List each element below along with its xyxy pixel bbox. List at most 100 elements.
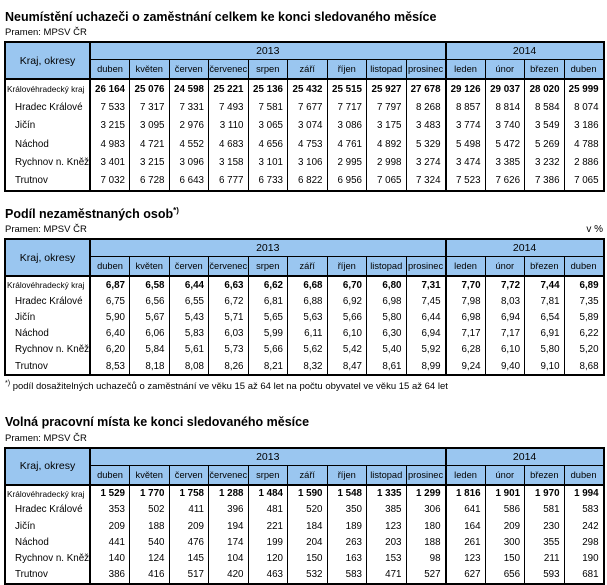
month-header: prosinec	[405, 464, 447, 486]
data-cell: 1 335	[366, 484, 407, 502]
month-header: duben	[563, 256, 605, 278]
data-cell: 7 065	[563, 171, 605, 191]
data-cell: 7,17	[484, 325, 526, 342]
data-cell: 6,75	[89, 293, 130, 310]
table-title: Podíl nezaměstnaných osob*)	[4, 192, 607, 221]
data-cell: 300	[484, 534, 526, 551]
table-title: Volná pracovní místa ke konci sledovanéh…	[4, 393, 607, 430]
data-cell: 28 020	[524, 79, 565, 99]
year-header: 2014	[444, 41, 605, 61]
year-header: 2013	[89, 238, 447, 258]
year-header: 2013	[89, 41, 447, 61]
data-cell: 8,68	[563, 358, 605, 376]
row-label: Náchod	[4, 534, 91, 551]
data-cell: 8,47	[326, 358, 367, 376]
data-cell: 6,63	[208, 276, 249, 294]
data-cell: 2 886	[563, 153, 605, 172]
month-header: únor	[484, 464, 526, 486]
data-cell: 204	[287, 534, 328, 551]
data-cell: 6,94	[484, 309, 526, 326]
data-cell: 2 995	[326, 153, 367, 172]
data-cell: 25 999	[563, 79, 605, 99]
data-cell: 6,30	[366, 325, 407, 342]
data-cell: 209	[484, 517, 526, 535]
data-cell: 25 515	[326, 79, 367, 99]
data-cell: 230	[524, 517, 565, 535]
data-cell: 3 086	[326, 116, 367, 136]
month-header: leden	[444, 59, 486, 81]
data-cell: 123	[444, 550, 486, 567]
year-header: 2013	[89, 447, 447, 466]
data-cell: 25 076	[129, 79, 170, 99]
data-cell: 6 728	[129, 171, 170, 191]
data-cell: 163	[326, 550, 367, 567]
data-cell: 5 329	[405, 135, 447, 154]
data-cell: 1 590	[287, 484, 328, 502]
data-cell: 6,92	[326, 293, 367, 310]
data-cell: 5,67	[129, 309, 170, 326]
data-cell: 6,54	[524, 309, 565, 326]
data-cell: 1 901	[484, 484, 526, 502]
month-header: listopad	[366, 464, 407, 486]
data-cell: 7 331	[168, 98, 209, 117]
data-cell: 6,81	[247, 293, 288, 310]
data-cell: 7 797	[366, 98, 407, 117]
data-cell: 396	[208, 501, 249, 518]
data-cell: 209	[168, 517, 209, 535]
month-header: září	[287, 464, 328, 486]
data-cell: 6,72	[208, 293, 249, 310]
data-cell: 416	[129, 566, 170, 584]
data-cell: 7,98	[444, 293, 486, 310]
data-cell: 2 976	[168, 116, 209, 136]
data-cell: 5 498	[444, 135, 486, 154]
data-cell: 8,18	[129, 358, 170, 376]
data-cell: 7,35	[563, 293, 605, 310]
data-cell: 4 753	[287, 135, 328, 154]
month-header: září	[287, 256, 328, 278]
month-header: říjen	[326, 464, 367, 486]
data-cell: 188	[405, 534, 447, 551]
row-label: Rychnov n. Kněž.	[4, 341, 91, 359]
table-row: Královéhradecký kraj 26 164 25 076 24 598 25…	[4, 79, 605, 99]
data-cell: 6,10	[326, 325, 367, 342]
data-cell: 9,10	[524, 358, 565, 376]
source-label: Pramen: MPSV ČR	[5, 432, 87, 444]
row-label: Jičín	[4, 517, 91, 535]
data-cell: 189	[326, 517, 367, 535]
data-cell: 5,73	[208, 341, 249, 359]
data-cell: 527	[405, 566, 447, 584]
data-cell: 581	[524, 501, 565, 518]
data-cell: 7,45	[405, 293, 447, 310]
data-cell: 502	[129, 501, 170, 518]
data-cell: 29 126	[444, 79, 486, 99]
data-cell: 7 317	[129, 98, 170, 117]
data-cell: 261	[444, 534, 486, 551]
table-row: Náchod 6,40 6,06 5,83 6,03 5,99 6,11 6,10 6,30 6,…	[4, 325, 605, 342]
data-cell: 209	[89, 517, 130, 535]
corner-header: Kraj, okresy	[5, 447, 91, 486]
data-cell: 25 136	[247, 79, 288, 99]
section-vacancies: Volná pracovní místa ke konci sledovanéh…	[4, 393, 607, 585]
month-header: červen	[168, 464, 209, 486]
data-cell: 593	[524, 566, 565, 584]
data-cell: 7 677	[287, 98, 328, 117]
row-label: Trutnov	[4, 566, 91, 584]
data-cell: 194	[208, 517, 249, 535]
month-header: únor	[484, 59, 526, 81]
data-cell: 3 274	[405, 153, 447, 172]
month-header: srpen	[247, 464, 288, 486]
data-cell: 5,20	[563, 341, 605, 359]
data-cell: 520	[287, 501, 328, 518]
data-cell: 8 857	[444, 98, 486, 117]
data-cell: 7,17	[444, 325, 486, 342]
data-cell: 9,24	[444, 358, 486, 376]
data-cell: 6,28	[444, 341, 486, 359]
data-cell: 3 740	[484, 116, 526, 136]
data-cell: 441	[89, 534, 130, 551]
data-cell: 7,44	[524, 276, 565, 294]
data-cell: 8,26	[208, 358, 249, 376]
data-cell: 471	[366, 566, 407, 584]
data-cell: 7,70	[444, 276, 486, 294]
data-cell: 355	[524, 534, 565, 551]
table-row: Náchod 4 983 4 721 4 552 4 683 4 656 4 753 4 76…	[4, 135, 605, 154]
